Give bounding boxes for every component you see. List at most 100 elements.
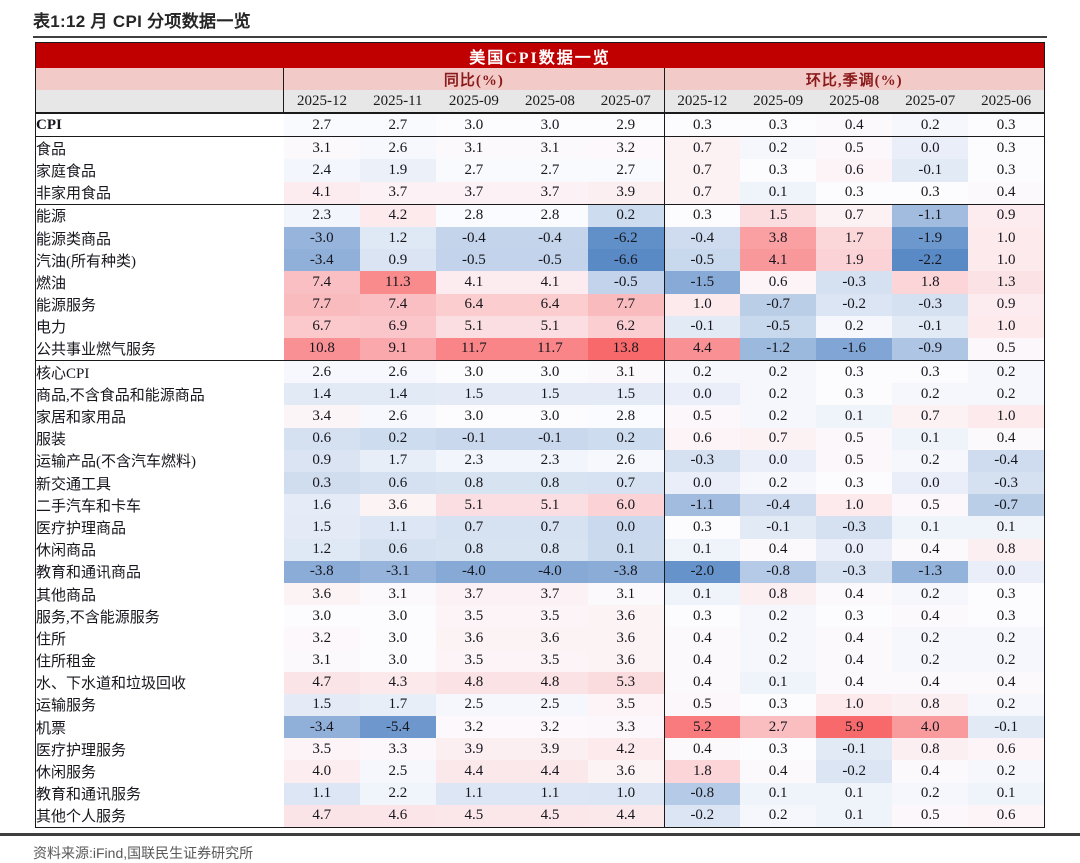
yoy-value-cell: 4.4: [511, 760, 588, 783]
yoy-value-cell: 1.9: [359, 159, 436, 182]
table-row: 休闲服务 4.0 2.5 4.4 4.4 3.6 1.8 0.4 -0.2 0.4 0.2: [35, 760, 1045, 783]
mom-value-cell: 0.3: [892, 181, 969, 205]
yoy-value-cell: 2.9: [587, 113, 665, 138]
mom-value-cell: 0.3: [740, 738, 817, 761]
mom-value-cell: -1.6: [816, 337, 893, 362]
yoy-value-cell: 7.7: [283, 293, 360, 316]
row-label: 能源: [35, 204, 284, 227]
yoy-value-cell: 0.9: [283, 449, 360, 472]
yoy-value-cell: -3.0: [283, 226, 360, 250]
mom-value-cell: 0.1: [663, 538, 741, 561]
row-label: 食品: [35, 136, 284, 160]
mom-value-cell: 1.9: [816, 249, 893, 272]
cpi-table: 美国CPI数据一览 同比(%) 环比,季调(%) 2025-12 2025-11 2…: [35, 42, 1045, 828]
mom-value-cell: 0.2: [892, 582, 969, 606]
yoy-value-cell: 0.6: [283, 427, 360, 450]
row-label: 能源类商品: [35, 226, 284, 250]
mom-value-cell: 0.3: [968, 159, 1045, 182]
mom-value-cell: 0.4: [892, 671, 969, 694]
yoy-value-cell: -0.4: [511, 226, 588, 250]
yoy-value-cell: 2.3: [511, 449, 588, 472]
mom-value-cell: 0.3: [740, 159, 817, 182]
mom-value-cell: 0.2: [740, 804, 817, 828]
yoy-value-cell: 1.2: [359, 226, 436, 250]
yoy-value-cell: 1.5: [587, 383, 665, 406]
mom-value-cell: 0.2: [740, 605, 817, 628]
mom-value-cell: -0.4: [663, 226, 741, 250]
yoy-value-cell: 3.7: [511, 582, 588, 606]
mom-value-cell: 1.0: [816, 494, 893, 517]
yoy-value-cell: 4.8: [435, 671, 512, 694]
yoy-value-cell: 1.1: [283, 782, 360, 805]
yoy-value-cell: 0.7: [435, 516, 512, 539]
yoy-value-cell: 4.2: [587, 738, 665, 761]
mom-value-cell: 0.3: [968, 113, 1045, 138]
mom-value-cell: 0.2: [892, 627, 969, 650]
mom-value-cell: 0.3: [816, 360, 893, 384]
yoy-value-cell: 0.8: [511, 472, 588, 495]
yoy-value-cell: 0.7: [587, 472, 665, 495]
mom-value-cell: 0.2: [968, 360, 1045, 384]
mom-value-cell: -0.3: [816, 560, 893, 583]
mom-value-cell: -0.1: [892, 159, 969, 182]
yoy-value-cell: 3.1: [435, 136, 512, 160]
yoy-value-cell: 11.7: [435, 337, 512, 362]
table-row: 服务,不含能源服务 3.0 3.0 3.5 3.5 3.6 0.3 0.2 0.3 0.4 0.3: [35, 605, 1045, 628]
yoy-value-cell: 3.6: [511, 627, 588, 650]
yoy-value-cell: 2.5: [511, 693, 588, 717]
mom-value-cell: 5.2: [663, 716, 741, 739]
mom-value-cell: 0.4: [892, 760, 969, 783]
table-row: 二手汽车和卡车 1.6 3.6 5.1 5.1 6.0 -1.1 -0.4 1.0 0.5 -0.7: [35, 494, 1045, 517]
yoy-value-cell: 3.9: [435, 738, 512, 761]
column-header-mom: 2025-09: [740, 90, 817, 114]
yoy-value-cell: 2.7: [435, 159, 512, 182]
yoy-value-cell: -3.8: [283, 560, 360, 583]
yoy-value-cell: 4.1: [511, 271, 588, 294]
mom-value-cell: -0.5: [740, 315, 817, 338]
yoy-value-cell: 4.2: [359, 204, 436, 227]
mom-value-cell: 0.4: [968, 427, 1045, 450]
mom-value-cell: 0.2: [740, 627, 817, 650]
mom-value-cell: 0.0: [740, 449, 817, 472]
mom-value-cell: 0.4: [892, 605, 969, 628]
yoy-value-cell: 3.0: [359, 627, 436, 650]
yoy-value-cell: 0.2: [359, 427, 436, 450]
table-row: 家居和家用品 3.4 2.6 3.0 3.0 2.8 0.5 0.2 0.1 0.7 1.0: [35, 405, 1045, 428]
row-label: 医疗护理商品: [35, 516, 284, 539]
mom-value-cell: 0.3: [663, 605, 741, 628]
row-label: 医疗护理服务: [35, 738, 284, 761]
row-label: 电力: [35, 315, 284, 338]
mom-value-cell: 0.1: [740, 671, 817, 694]
row-label: 燃油: [35, 271, 284, 294]
table-row: 机票 -3.4 -5.4 3.2 3.2 3.3 5.2 2.7 5.9 4.0 -0.1: [35, 716, 1045, 739]
yoy-value-cell: 3.7: [511, 181, 588, 205]
yoy-value-cell: 1.1: [511, 782, 588, 805]
mom-value-cell: -0.1: [663, 315, 741, 338]
mom-value-cell: -1.3: [892, 560, 969, 583]
yoy-value-cell: 3.5: [283, 738, 360, 761]
yoy-value-cell: 6.2: [587, 315, 665, 338]
yoy-value-cell: 1.2: [283, 538, 360, 561]
yoy-value-cell: 2.7: [587, 159, 665, 182]
row-label: 其他商品: [35, 582, 284, 606]
row-label: 休闲服务: [35, 760, 284, 783]
table-row: 医疗护理服务 3.5 3.3 3.9 3.9 4.2 0.4 0.3 -0.1 0.8 0.6: [35, 738, 1045, 761]
yoy-value-cell: 3.0: [435, 113, 512, 138]
mom-value-cell: 0.2: [663, 360, 741, 384]
yoy-value-cell: 3.6: [587, 760, 665, 783]
yoy-value-cell: 1.1: [435, 782, 512, 805]
mom-value-cell: 0.4: [663, 649, 741, 672]
table-row: 服装 0.6 0.2 -0.1 -0.1 0.2 0.6 0.7 0.5 0.1 0.4: [35, 427, 1045, 450]
yoy-value-cell: 3.2: [283, 627, 360, 650]
yoy-value-cell: 5.1: [511, 494, 588, 517]
row-label: 教育和通讯服务: [35, 782, 284, 805]
mom-value-cell: 0.5: [968, 337, 1045, 362]
table-row: 能源 2.3 4.2 2.8 2.8 0.2 0.3 1.5 0.7 -1.1 0.9: [35, 204, 1045, 227]
mom-value-cell: 0.2: [740, 649, 817, 672]
mom-value-cell: -0.5: [663, 249, 741, 272]
table-row: 汽油(所有种类) -3.4 0.9 -0.5 -0.5 -6.6 -0.5 4.1 1.9 -2.…: [35, 249, 1045, 272]
mom-value-cell: 2.7: [740, 716, 817, 739]
yoy-value-cell: 2.6: [359, 136, 436, 160]
table-row: 新交通工具 0.3 0.6 0.8 0.8 0.7 0.0 0.2 0.3 0.0 -0.3: [35, 472, 1045, 495]
yoy-value-cell: 0.2: [587, 204, 665, 227]
